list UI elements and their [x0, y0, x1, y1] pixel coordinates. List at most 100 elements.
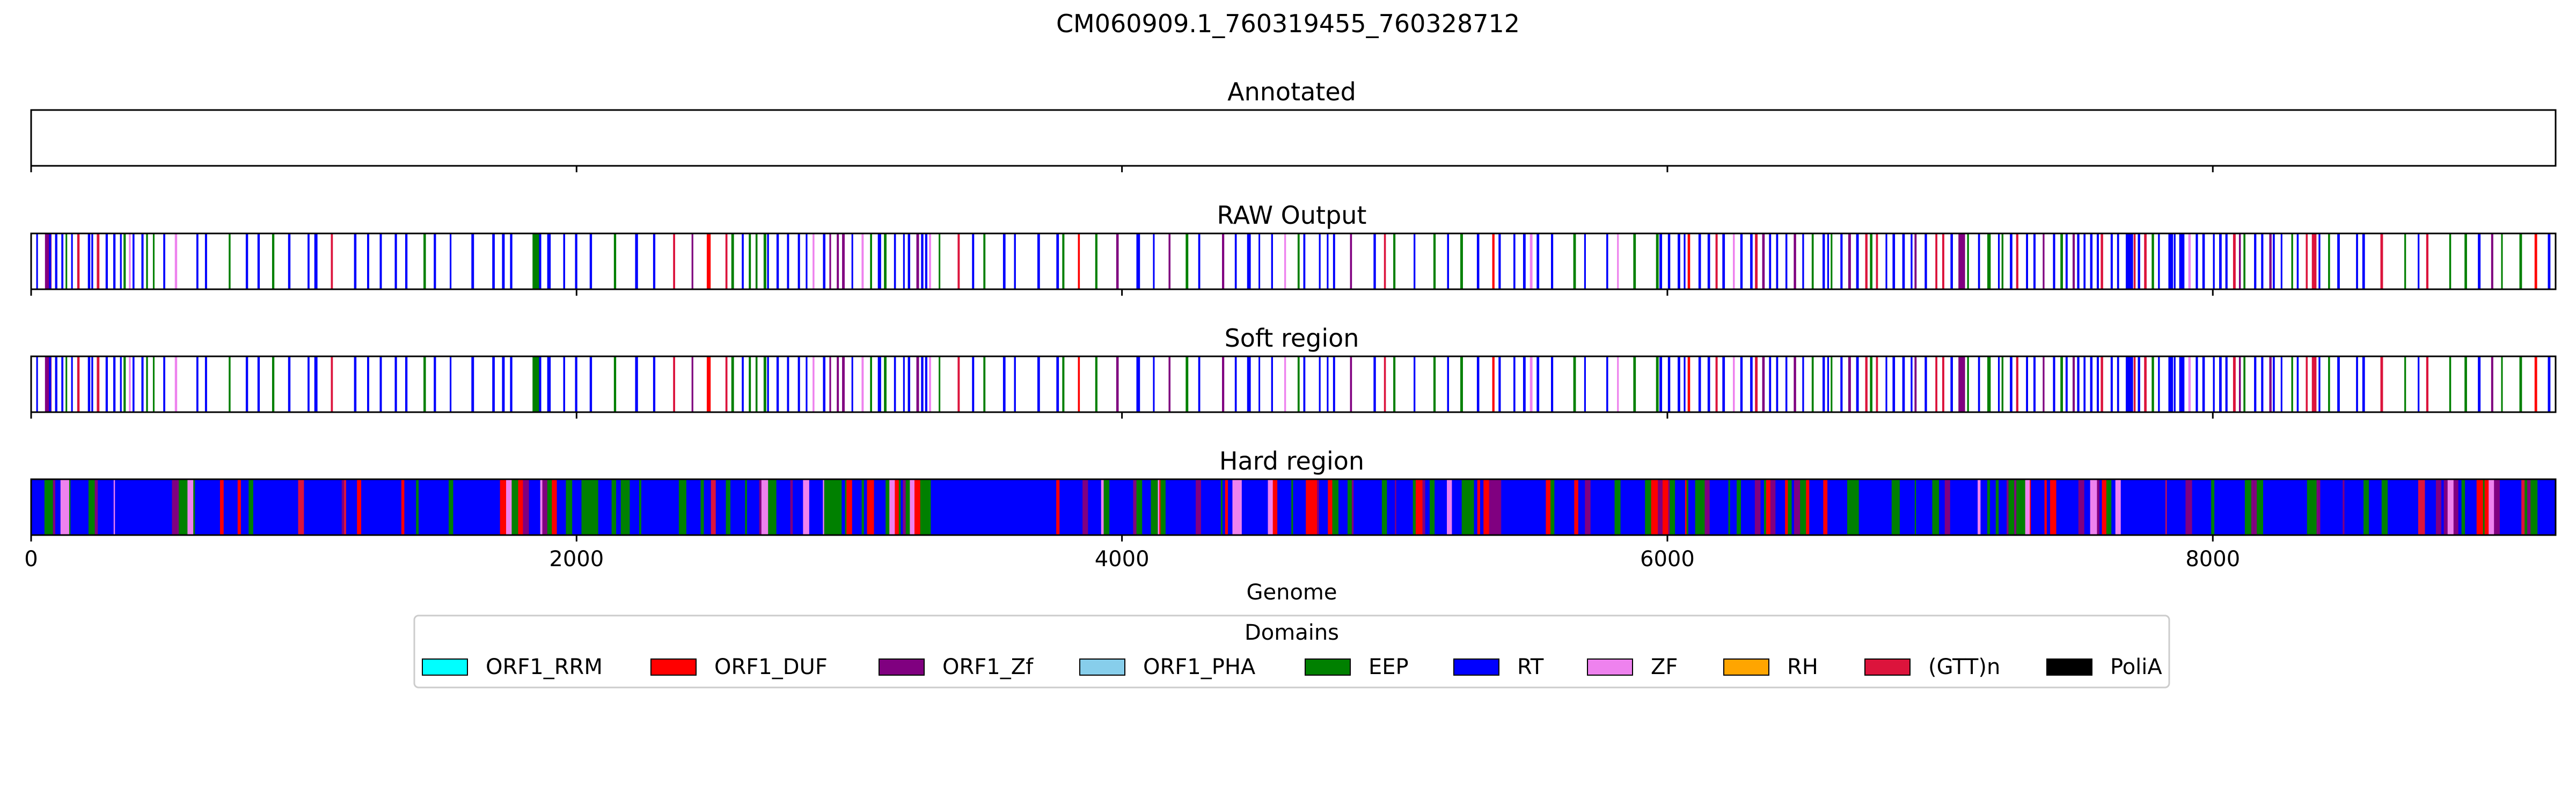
segment	[257, 233, 260, 289]
segment	[1133, 479, 1136, 535]
segment	[196, 233, 199, 289]
segment	[1363, 479, 1371, 535]
segment	[2096, 356, 2099, 412]
segment	[288, 233, 291, 289]
legend-label: ORF1_Zf	[942, 655, 1034, 679]
segment	[1284, 356, 1286, 412]
segment	[2174, 356, 2176, 412]
segment	[2077, 233, 2080, 289]
segment	[1080, 479, 1083, 535]
legend-label: ORF1_RRM	[486, 655, 603, 679]
segment	[2470, 479, 2477, 535]
legend-label: ORF1_DUF	[714, 655, 828, 679]
segment	[2133, 233, 2136, 289]
segment	[207, 479, 221, 535]
segment	[1732, 356, 1735, 412]
segment	[98, 479, 101, 535]
segment	[2243, 356, 2245, 412]
segment	[1306, 479, 1312, 535]
segment	[1124, 479, 1134, 535]
segment	[1584, 356, 1586, 412]
segment	[581, 479, 587, 535]
tracks: Annotated RAW Output Soft region Hard regio…	[30, 77, 2557, 541]
segment	[91, 233, 93, 289]
segment	[2337, 233, 2340, 289]
segment	[1037, 356, 1040, 412]
segment	[1116, 233, 1119, 289]
segment	[1769, 233, 1772, 289]
segment	[797, 479, 803, 535]
segment	[1333, 233, 1335, 289]
segment	[152, 233, 155, 289]
segment	[453, 479, 461, 535]
legend-swatch	[1079, 658, 1125, 676]
segment	[1395, 479, 1397, 535]
segment	[1303, 233, 1306, 289]
segment	[129, 233, 131, 289]
segment	[1865, 233, 1868, 289]
segment	[1247, 233, 1251, 289]
segment	[1447, 233, 1450, 289]
segment	[488, 479, 501, 535]
segment	[314, 356, 318, 412]
segment	[1095, 233, 1097, 289]
segment	[1044, 479, 1048, 535]
segment	[2280, 233, 2282, 289]
segment	[1715, 356, 1718, 412]
segment	[2053, 356, 2055, 412]
segment	[1699, 479, 1706, 535]
segment	[1684, 233, 1686, 289]
segment	[2449, 356, 2451, 412]
segment	[1272, 479, 1278, 535]
segment	[829, 233, 831, 289]
segment	[357, 479, 362, 535]
segment	[1667, 356, 1671, 412]
segment	[1658, 479, 1663, 535]
segment	[281, 479, 285, 535]
segment	[2241, 479, 2245, 535]
segment	[172, 479, 179, 535]
segment	[2328, 233, 2330, 289]
segment	[2043, 233, 2045, 289]
segment	[2257, 479, 2259, 535]
segment	[2033, 233, 2036, 289]
segment	[1573, 356, 1576, 412]
segment	[1950, 356, 1953, 412]
segment	[1396, 479, 1400, 535]
x-tick-label: 0	[24, 547, 38, 572]
segment	[745, 479, 748, 535]
segment	[2458, 479, 2462, 535]
segment	[1606, 233, 1608, 289]
segment	[2084, 479, 2091, 535]
segment	[842, 356, 845, 412]
segment	[547, 479, 552, 535]
segment	[1684, 356, 1686, 412]
segment	[767, 356, 769, 412]
segment	[742, 356, 744, 412]
segment	[1551, 233, 1554, 289]
legend-items: ORF1_RRM ORF1_DUF ORF1_Zf ORF1_PHA EEP RT ZF RH…	[422, 655, 2162, 679]
segment	[88, 479, 96, 535]
segment	[1480, 479, 1484, 535]
segment	[518, 479, 524, 535]
segment	[539, 356, 541, 412]
legend-label: ORF1_PHA	[1143, 655, 1256, 679]
segment	[2110, 233, 2113, 289]
segment	[1848, 233, 1851, 289]
segment	[2331, 479, 2338, 535]
segment	[851, 233, 853, 289]
segment	[1153, 233, 1155, 289]
segment	[120, 233, 122, 289]
segment	[55, 479, 61, 535]
segment	[1056, 233, 1059, 289]
segment	[1037, 479, 1040, 535]
segment	[2337, 479, 2343, 535]
segment	[1293, 479, 1299, 535]
segment	[1840, 233, 1843, 289]
segment	[245, 233, 248, 289]
segment	[272, 233, 275, 289]
segment	[1914, 479, 1916, 535]
segment	[1831, 356, 1833, 412]
segment	[1473, 479, 1475, 535]
